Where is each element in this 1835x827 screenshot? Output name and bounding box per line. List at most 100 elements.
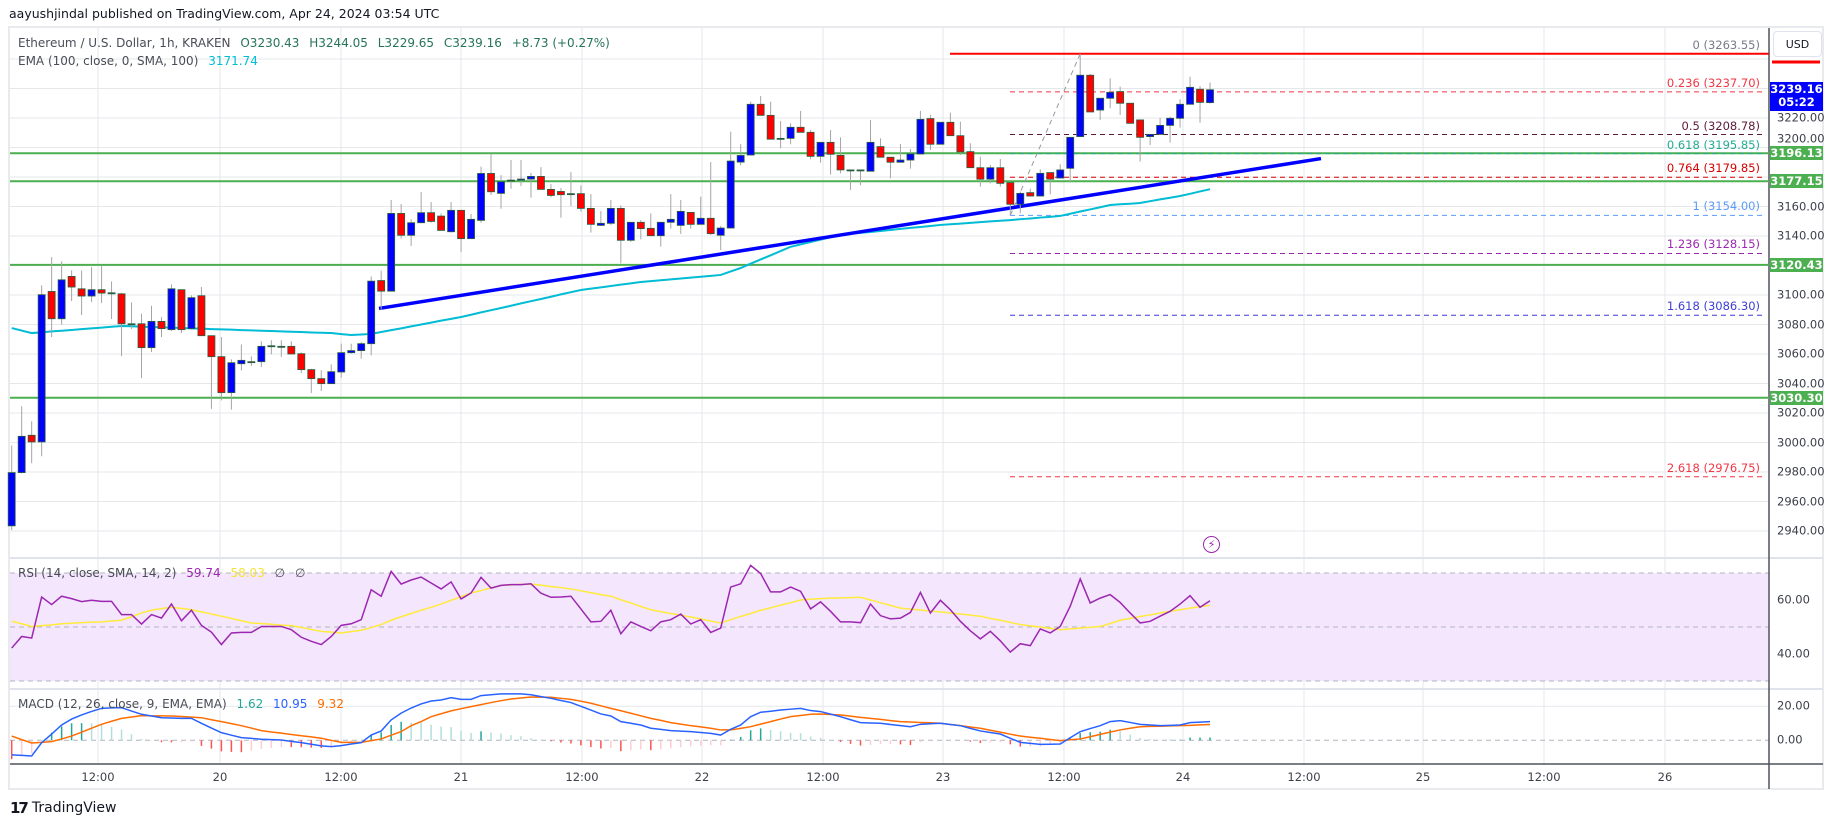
- pane-separators: [10, 28, 1823, 789]
- candle-up: [327, 371, 336, 385]
- horizontal-levels: [10, 152, 1769, 399]
- level-price-tag: 3177.15: [1770, 174, 1823, 189]
- macd-signal-line: [11, 696, 1211, 744]
- rsi-value: 59.74: [186, 566, 221, 580]
- candle-up: [1106, 91, 1115, 99]
- price-tick: 3040.00: [1777, 376, 1825, 390]
- candle-down: [946, 121, 955, 137]
- candle-up: [1186, 86, 1194, 105]
- rsi-tick: 40.00: [1777, 646, 1810, 661]
- rsi-extra-1: ∅: [274, 566, 286, 580]
- macd-label: MACD (12, 26, close, 9, EMA, EMA): [18, 697, 227, 711]
- rsi-sma-line: [11, 583, 1211, 634]
- candle-up: [447, 209, 455, 233]
- price-tick: 3160.00: [1777, 199, 1825, 213]
- ema-legend[interactable]: EMA (100, close, 0, SMA, 100) 3171.74: [18, 54, 264, 68]
- candle-up: [896, 159, 905, 163]
- candle-down: [1126, 102, 1135, 124]
- candle-up: [497, 181, 505, 194]
- candle-up: [776, 137, 785, 140]
- candle-up: [1036, 172, 1045, 197]
- rsi-lines: [11, 564, 1211, 654]
- candle-up: [367, 280, 376, 345]
- fib-anchor-line: [1009, 53, 1081, 216]
- candle-up: [567, 193, 575, 196]
- candle-up: [866, 141, 875, 172]
- time-tick: 24: [1175, 770, 1191, 784]
- candle-up: [1206, 89, 1214, 104]
- ohlc-change: +8.73 (+0.27%): [511, 36, 610, 50]
- time-tick: 23: [935, 770, 951, 784]
- candle-down: [836, 154, 845, 171]
- macd-line: [11, 693, 1211, 757]
- price-tick: 3220.00: [1777, 110, 1825, 125]
- candle-down: [537, 176, 545, 190]
- ohlc-open: O3230.43: [240, 36, 300, 50]
- time-tick: 25: [1415, 770, 1431, 784]
- candle-up: [507, 179, 515, 182]
- candle-down: [1136, 119, 1145, 138]
- chart-frame: [8, 26, 1824, 790]
- candle-up: [17, 435, 26, 473]
- candle-up: [477, 173, 485, 221]
- candle-down: [317, 378, 326, 385]
- candle-down: [157, 321, 166, 330]
- candle-up: [387, 213, 396, 292]
- candle-down: [297, 353, 306, 371]
- candle-down: [806, 131, 815, 157]
- candle-up: [856, 169, 865, 172]
- candle-up: [1166, 117, 1174, 126]
- candle-up: [237, 359, 246, 365]
- lightning-icon[interactable]: ⚡: [1203, 536, 1220, 553]
- rsi-legend[interactable]: RSI (14, close, SMA, 14, 2) 59.74 58.03 …: [18, 566, 311, 580]
- candle-down: [636, 221, 645, 230]
- candle-up: [606, 208, 615, 224]
- candle-up: [1096, 97, 1105, 111]
- macd-signal-value: 9.32: [317, 697, 344, 711]
- time-tick: 12:00: [1287, 770, 1321, 784]
- level-price-tag: 3120.43: [1770, 257, 1823, 272]
- candle-up: [1056, 169, 1065, 179]
- tradingview-logo[interactable]: 17 TradingView: [10, 799, 116, 817]
- candle-down: [97, 289, 106, 294]
- candle-down: [616, 208, 625, 241]
- fib-level-label: 0.764 (3179.85): [1666, 161, 1760, 176]
- ema-label: EMA (100, close, 0, SMA, 100): [18, 54, 199, 68]
- trendline: [378, 156, 1322, 311]
- candle-up: [916, 118, 925, 155]
- macd-legend[interactable]: MACD (12, 26, close, 9, EMA, EMA) 1.62 1…: [18, 697, 350, 711]
- rsi-extra-2: ∅: [294, 566, 306, 580]
- candle-up: [676, 210, 685, 226]
- rsi-band-fill: [10, 573, 1769, 681]
- rsi-tick: 60.00: [1777, 592, 1810, 607]
- candle-up: [107, 292, 116, 295]
- price-tick: 3200.00: [1777, 131, 1825, 146]
- rsi-sma-value: 58.03: [230, 566, 265, 580]
- candle-down: [796, 126, 805, 133]
- candle-down: [1196, 88, 1204, 103]
- candle-down: [457, 209, 465, 240]
- candle-down: [956, 135, 965, 153]
- tradingview-logo-icon: 17: [10, 799, 29, 817]
- macd-value: 10.95: [273, 697, 308, 711]
- candle-down: [1086, 74, 1095, 113]
- price-tick: 3140.00: [1777, 228, 1825, 243]
- candle-down: [706, 217, 715, 235]
- symbol-title[interactable]: Ethereum / U.S. Dollar, 1h, KRAKEN: [18, 36, 231, 50]
- candle-up: [527, 176, 535, 180]
- candle-up: [1066, 136, 1075, 169]
- candle-up: [247, 361, 256, 364]
- candle-down: [437, 215, 445, 231]
- candle-down: [926, 118, 935, 145]
- candle-up: [1146, 133, 1155, 137]
- fib-level-label: 1.236 (3128.15): [1666, 237, 1760, 252]
- candle-up: [227, 362, 236, 394]
- ohlc-close: C3239.16: [443, 36, 502, 50]
- ema-100-line: [11, 188, 1211, 336]
- candles: [7, 53, 1214, 531]
- candle-down: [177, 289, 186, 331]
- candle-down: [307, 369, 316, 380]
- candle-up: [726, 160, 735, 229]
- currency-button[interactable]: USD: [1773, 31, 1822, 57]
